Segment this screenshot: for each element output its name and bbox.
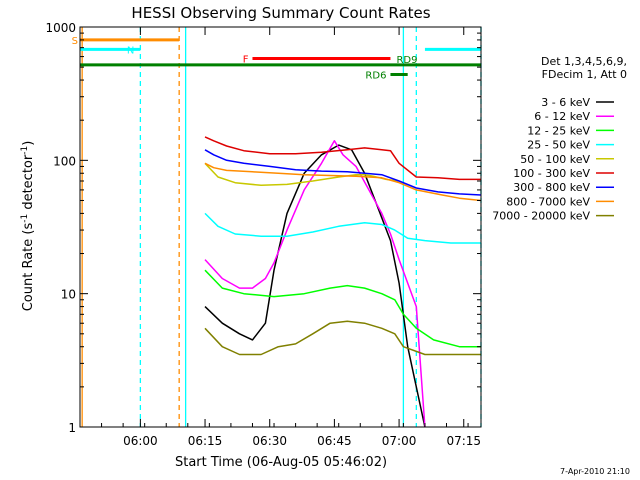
footer-date: 7-Apr-2010 21:10 <box>560 467 630 476</box>
flag-bars: S N F RD9 RD6 <box>72 36 481 82</box>
x-axis-label: Start Time (06-Aug-05 05:46:02) <box>175 455 387 470</box>
series-line <box>204 149 482 196</box>
legend-header-line: FDecim 1, Att 0 <box>542 68 627 81</box>
legend-entry-label: 800 - 7000 keV <box>506 195 590 208</box>
legend-entry-label: 300 - 800 keV <box>513 181 590 194</box>
legend-entry-label: 6 - 12 keV <box>534 110 590 123</box>
series-line <box>204 162 482 202</box>
x-tick-label: 06:45 <box>317 434 352 448</box>
x-tick-label: 06:30 <box>252 434 287 448</box>
chart-title: HESSI Observing Summary Count Rates <box>131 4 430 22</box>
flag-label: N <box>127 45 134 56</box>
legend-entry-label: 100 - 300 keV <box>513 167 590 180</box>
flag-label: F <box>243 55 249 66</box>
legend-entry-label: 12 - 25 keV <box>527 124 590 137</box>
x-tick-label: 06:00 <box>123 434 158 448</box>
y-tick-label: 100 <box>53 154 76 168</box>
series-line <box>204 144 426 428</box>
series-line <box>204 320 481 356</box>
y-axis-label-part: ) <box>21 141 36 146</box>
legend-entry-label: 3 - 6 keV <box>541 96 590 109</box>
legend-entry-label: 50 - 100 keV <box>520 153 590 166</box>
y-axis-label: Count Rate (s-1 detector-1) <box>20 141 36 312</box>
flag-label: RD9 <box>396 55 417 66</box>
series-line <box>204 140 426 428</box>
y-tick-label: 1000 <box>45 21 76 35</box>
x-tick-label: 07:15 <box>446 434 481 448</box>
plot-frame <box>79 26 482 428</box>
legend-entry-label: 7000 - 20000 keV <box>492 210 590 223</box>
x-tick-label: 07:00 <box>382 434 417 448</box>
y-axis-label-part: -1 <box>20 214 30 223</box>
x-axis-ticks: 06:00 06:15 06:30 06:45 07:00 07:15 <box>101 27 481 448</box>
legend: Det 1,3,4,5,6,9, FDecim 1, Att 0 3 - 6 k… <box>492 55 627 223</box>
series-line <box>204 136 481 181</box>
legend-entry-label: 25 - 50 keV <box>527 139 590 152</box>
series-line <box>204 212 481 244</box>
legend-header-line: Det 1,3,4,5,6,9, <box>541 55 627 68</box>
y-axis-ticks: 1 10 100 1000 <box>45 21 481 435</box>
series-line <box>204 269 481 348</box>
flag-label: RD6 <box>365 71 386 82</box>
y-axis-label-part: Count Rate (s <box>21 223 36 312</box>
y-tick-label: 10 <box>61 288 76 302</box>
series-group <box>204 136 482 428</box>
flag-label: S <box>72 36 78 47</box>
y-tick-label: 1 <box>68 421 76 435</box>
x-tick-label: 06:15 <box>188 434 223 448</box>
y-axis-label-part: detector <box>21 154 36 214</box>
y-axis-label-part: -1 <box>20 146 30 155</box>
